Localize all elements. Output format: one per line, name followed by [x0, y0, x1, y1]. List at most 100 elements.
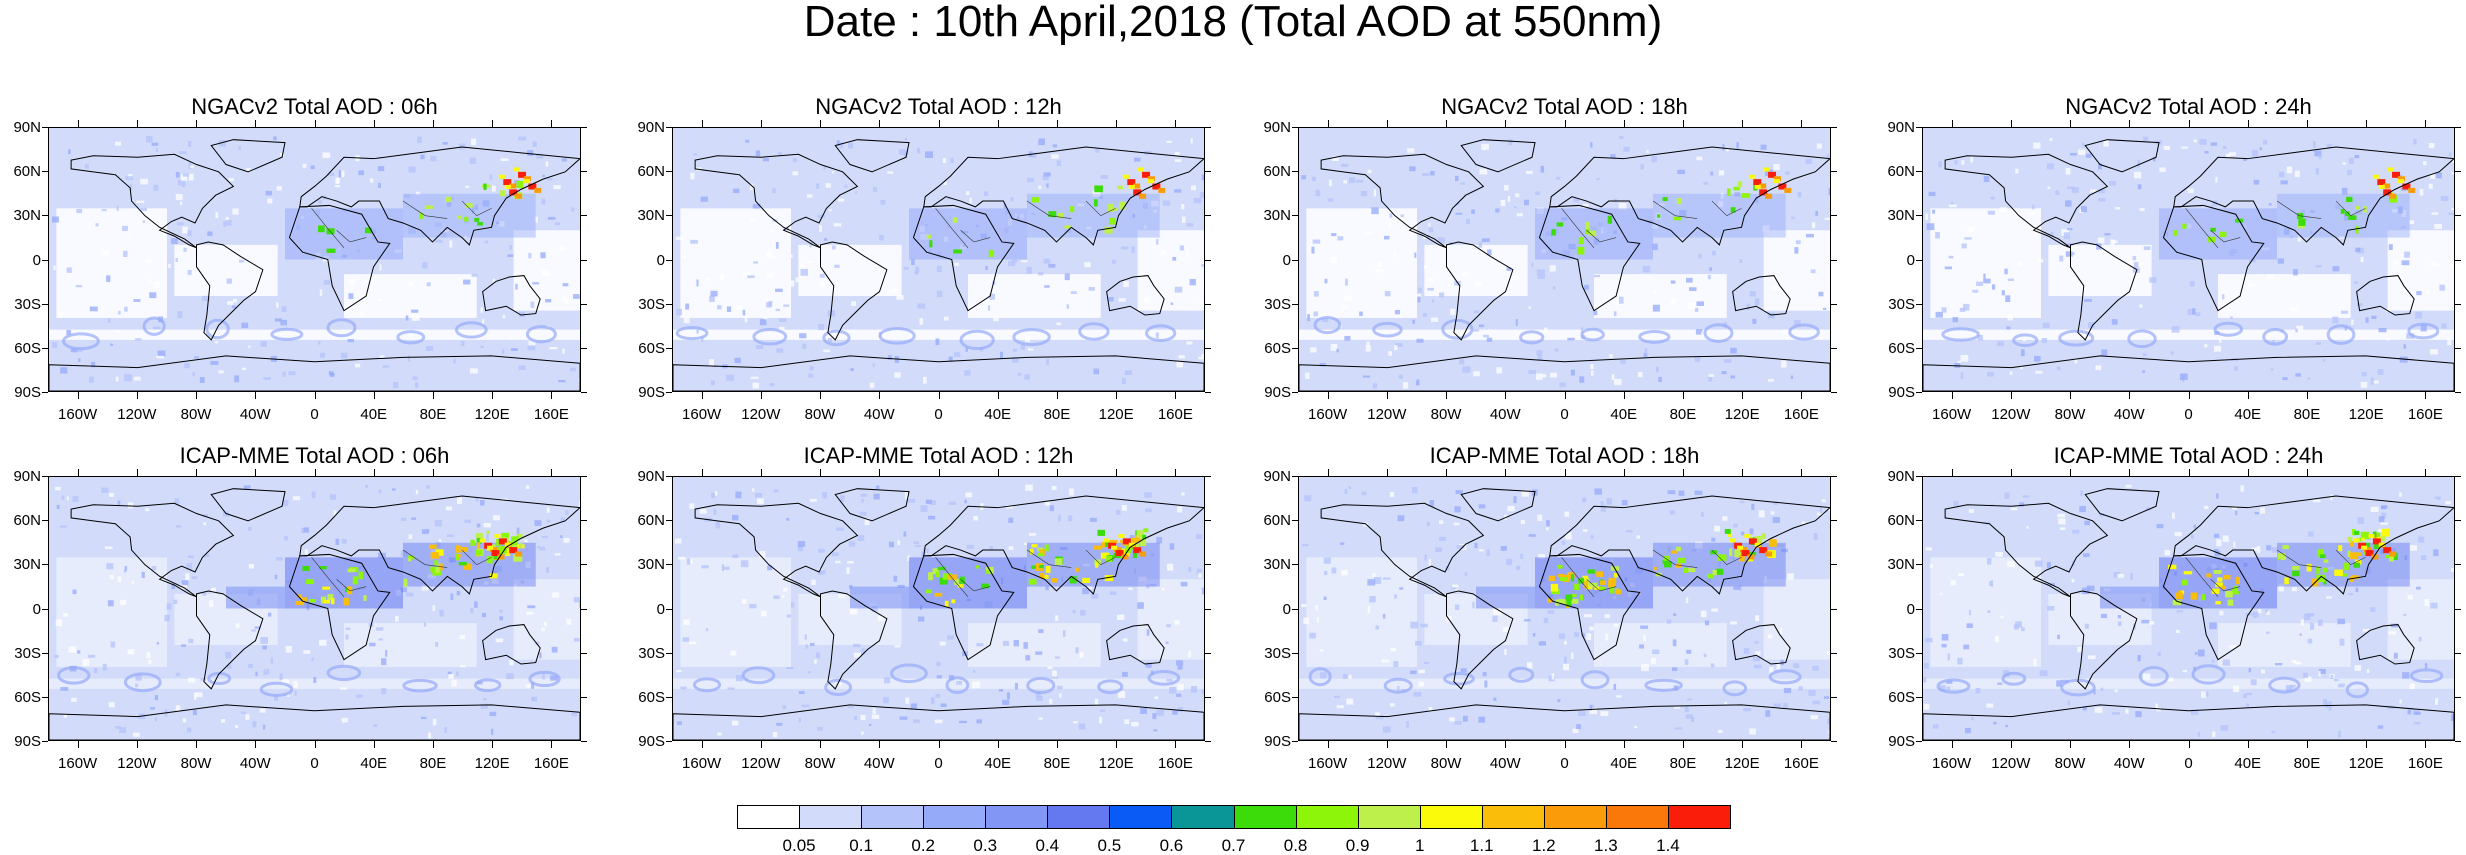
lat-tick-label: 30S: [638, 644, 665, 662]
lon-tick: [1386, 120, 1388, 127]
lat-tick: [1831, 215, 1837, 217]
lon-tick: [879, 469, 881, 476]
lon-tick: [1056, 120, 1058, 127]
lat-tick: [1292, 696, 1298, 698]
lon-tick-label: 40W: [2113, 406, 2145, 423]
lon-tick: [551, 392, 553, 399]
lat-tick: [1292, 127, 1298, 128]
lon-tick: [1505, 469, 1507, 476]
lon-tick-label: 80E: [2293, 406, 2321, 423]
lat-tick-label: 90N: [13, 468, 41, 485]
lon-tick: [492, 120, 494, 127]
lat-tick-label: 60S: [1264, 688, 1291, 706]
lon-tick-label: 160W: [1932, 755, 1972, 772]
aod-field: [1299, 128, 1830, 391]
lon-tick: [820, 741, 822, 748]
lon-tick: [314, 741, 316, 748]
lon-tick: [373, 469, 375, 476]
lat-tick: [1205, 259, 1211, 261]
lon-tick: [820, 120, 822, 127]
colorbar-label: 0.6: [1159, 836, 1184, 855]
lon-tick-label: 40E: [360, 755, 388, 772]
lon-tick: [136, 392, 138, 399]
lon-tick-label: 120E: [1724, 755, 1760, 772]
colorbar-label: 1: [1414, 836, 1425, 855]
lon-tick: [196, 741, 198, 748]
lon-tick-label: 120E: [474, 755, 510, 772]
lon-tick-label: 160W: [1308, 406, 1348, 423]
lon-tick: [879, 120, 881, 127]
lon-tick: [820, 392, 822, 399]
aod-field: [49, 477, 580, 740]
lat-tick-label: 30N: [637, 207, 665, 225]
panel-title: NGACv2 Total AOD : 18h: [1441, 94, 1688, 119]
lon-tick: [701, 469, 703, 476]
lon-tick: [2247, 469, 2249, 476]
colorbar-swatch: [1605, 805, 1669, 829]
lon-tick: [1742, 469, 1744, 476]
lon-tick: [1505, 120, 1507, 127]
lat-tick-label: 90S: [1888, 384, 1915, 401]
lat-tick: [1205, 564, 1211, 566]
lat-tick: [1292, 215, 1298, 217]
lon-tick-label: 120E: [1724, 406, 1760, 423]
lon-tick-label: 120W: [117, 406, 157, 423]
lat-tick: [581, 696, 587, 698]
lat-tick: [1831, 608, 1837, 610]
lat-tick-label: 90S: [14, 733, 41, 750]
lat-tick-label: 30S: [14, 295, 41, 313]
lon-tick: [2425, 392, 2427, 399]
lon-tick: [2306, 392, 2308, 399]
lon-tick: [77, 741, 79, 748]
lon-tick: [2010, 741, 2012, 748]
lon-tick-label: 120W: [741, 406, 781, 423]
lat-tick-label: 30N: [637, 556, 665, 574]
lat-tick: [1205, 741, 1211, 742]
lat-tick: [581, 608, 587, 610]
lat-tick: [1831, 347, 1837, 349]
lon-tick-label: 80E: [419, 406, 447, 423]
lon-tick-label: 120W: [1367, 406, 1407, 423]
lat-tick: [1916, 652, 1922, 654]
lon-tick: [551, 469, 553, 476]
lon-tick: [551, 741, 553, 748]
figure-title: Date : 10th April,2018 (Total AOD at 550…: [803, 0, 1663, 46]
aod-map: [672, 476, 1205, 741]
lon-tick: [938, 120, 940, 127]
lon-tick-label: 120W: [1991, 406, 2031, 423]
lon-tick-label: 80W: [2054, 406, 2086, 423]
lon-tick: [2129, 741, 2131, 748]
lon-tick: [1446, 469, 1448, 476]
lat-tick: [1205, 520, 1211, 522]
lon-tick-label: 160E: [1783, 406, 1819, 423]
lon-tick: [1801, 741, 1803, 748]
lon-tick-label: 160E: [1157, 406, 1193, 423]
lat-tick: [581, 303, 587, 305]
colorbar-swatch: [923, 805, 987, 829]
lon-tick: [1116, 120, 1118, 127]
lon-tick: [1564, 741, 1566, 748]
lat-tick: [1831, 127, 1837, 128]
aod-field: [673, 128, 1204, 391]
lon-tick-label: 120E: [1098, 406, 1134, 423]
lon-tick: [136, 741, 138, 748]
lat-tick: [2455, 259, 2461, 261]
lon-tick: [2247, 392, 2249, 399]
lat-tick: [2455, 347, 2461, 349]
lat-tick: [581, 520, 587, 522]
colorbar-label: 0.9: [1345, 836, 1370, 855]
aod-map: [1922, 127, 2455, 392]
lon-tick: [314, 120, 316, 127]
lat-tick: [42, 520, 48, 522]
lat-tick-label: 30S: [638, 295, 665, 313]
lat-tick: [1831, 696, 1837, 698]
lon-tick-label: 120E: [474, 406, 510, 423]
panel-title: NGACv2 Total AOD : 24h: [2065, 94, 2312, 119]
lat-tick: [42, 171, 48, 173]
lon-tick-label: 160W: [58, 755, 98, 772]
lon-tick-label: 0: [2184, 406, 2193, 423]
lat-tick: [1916, 741, 1922, 742]
lon-tick: [2188, 741, 2190, 748]
colorbar-label: 0.1: [849, 836, 873, 855]
lon-tick: [1801, 120, 1803, 127]
